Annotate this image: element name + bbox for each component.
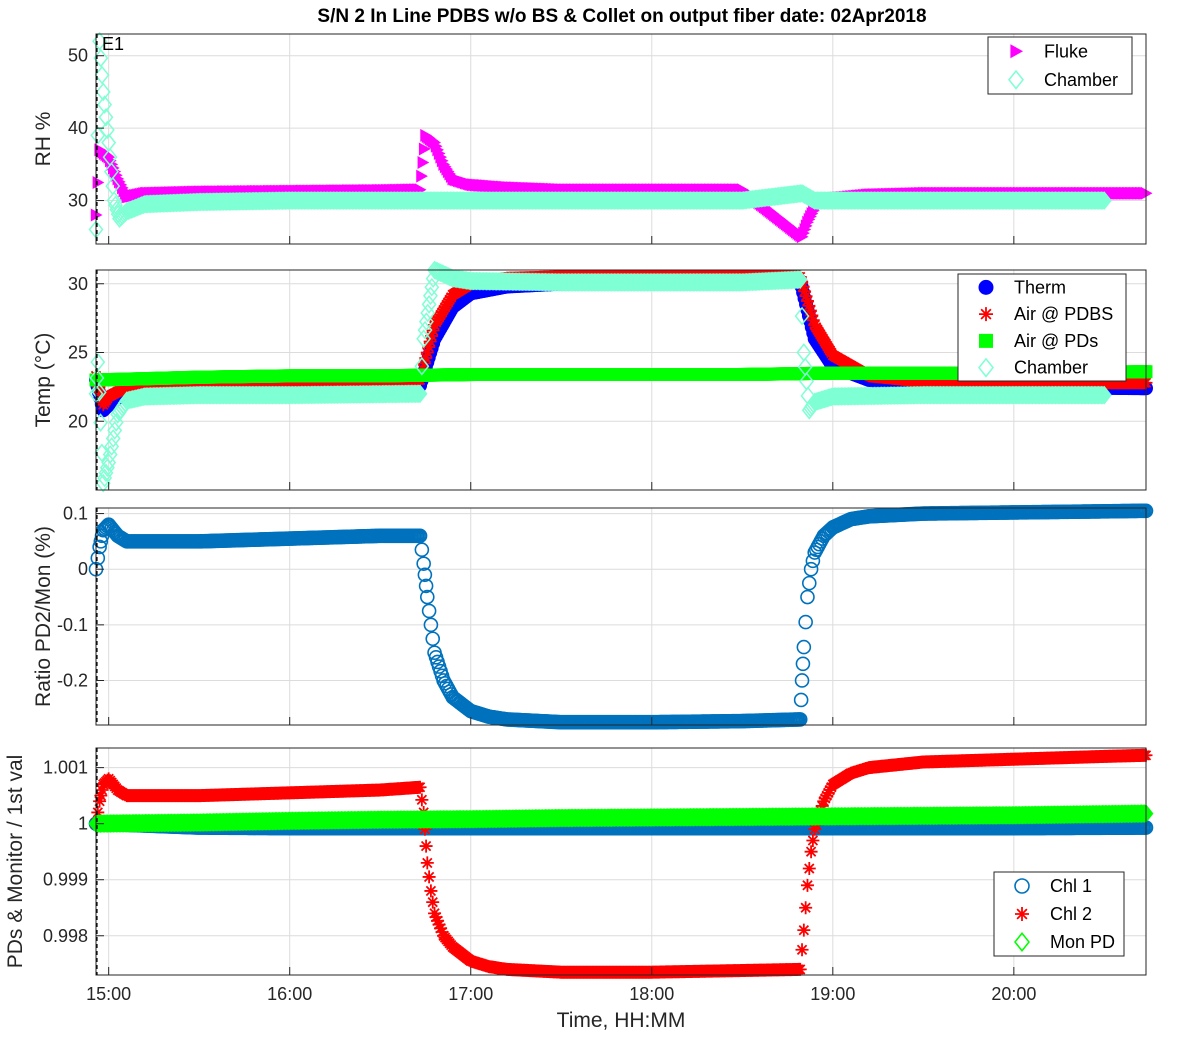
data-point xyxy=(1140,186,1153,200)
legend-marker xyxy=(978,279,994,295)
figure-title: S/N 2 In Line PDBS w/o BS & Collet on ou… xyxy=(317,6,926,27)
event-annotation: E1 xyxy=(102,34,124,54)
legend-entry: Therm xyxy=(1014,277,1066,297)
rh-y-tick-label: 40 xyxy=(68,118,88,138)
legend-marker xyxy=(979,307,993,322)
rh-y-axis-label: RH % xyxy=(32,112,55,167)
data-point xyxy=(418,142,431,156)
legend-entry: Chamber xyxy=(1044,70,1118,90)
temp-y-tick-label: 20 xyxy=(68,411,88,431)
temp-y-axis-label: Temp (°C) xyxy=(32,333,55,428)
legend-entry: Air @ PDs xyxy=(1014,331,1098,351)
temp-legend: Therm Air @ PDBS Air @ PDs Chamber xyxy=(957,273,1127,382)
legend-entry: Fluke xyxy=(1044,41,1088,61)
rh-y-tick-label: 30 xyxy=(68,191,88,211)
rh-panel: 30 40 50 RH % E1 Fluke Chamber xyxy=(32,31,1153,245)
temp-panel: 20 25 30 Temp (°C) Therm Air @ PDBS Air @ PDs C… xyxy=(32,260,1153,493)
legend-entry: Chamber xyxy=(1014,358,1088,378)
rh-legend: Fluke Chamber xyxy=(987,36,1133,95)
legend-entry: Air @ PDBS xyxy=(1014,304,1113,324)
temp-y-tick-label: 30 xyxy=(68,274,88,294)
data-point xyxy=(416,169,428,183)
temp-y-tick-label: 25 xyxy=(68,343,88,363)
data-point xyxy=(90,208,103,222)
legend-marker xyxy=(979,333,993,348)
rh-y-tick-label: 50 xyxy=(68,46,88,66)
data-point xyxy=(417,156,430,170)
